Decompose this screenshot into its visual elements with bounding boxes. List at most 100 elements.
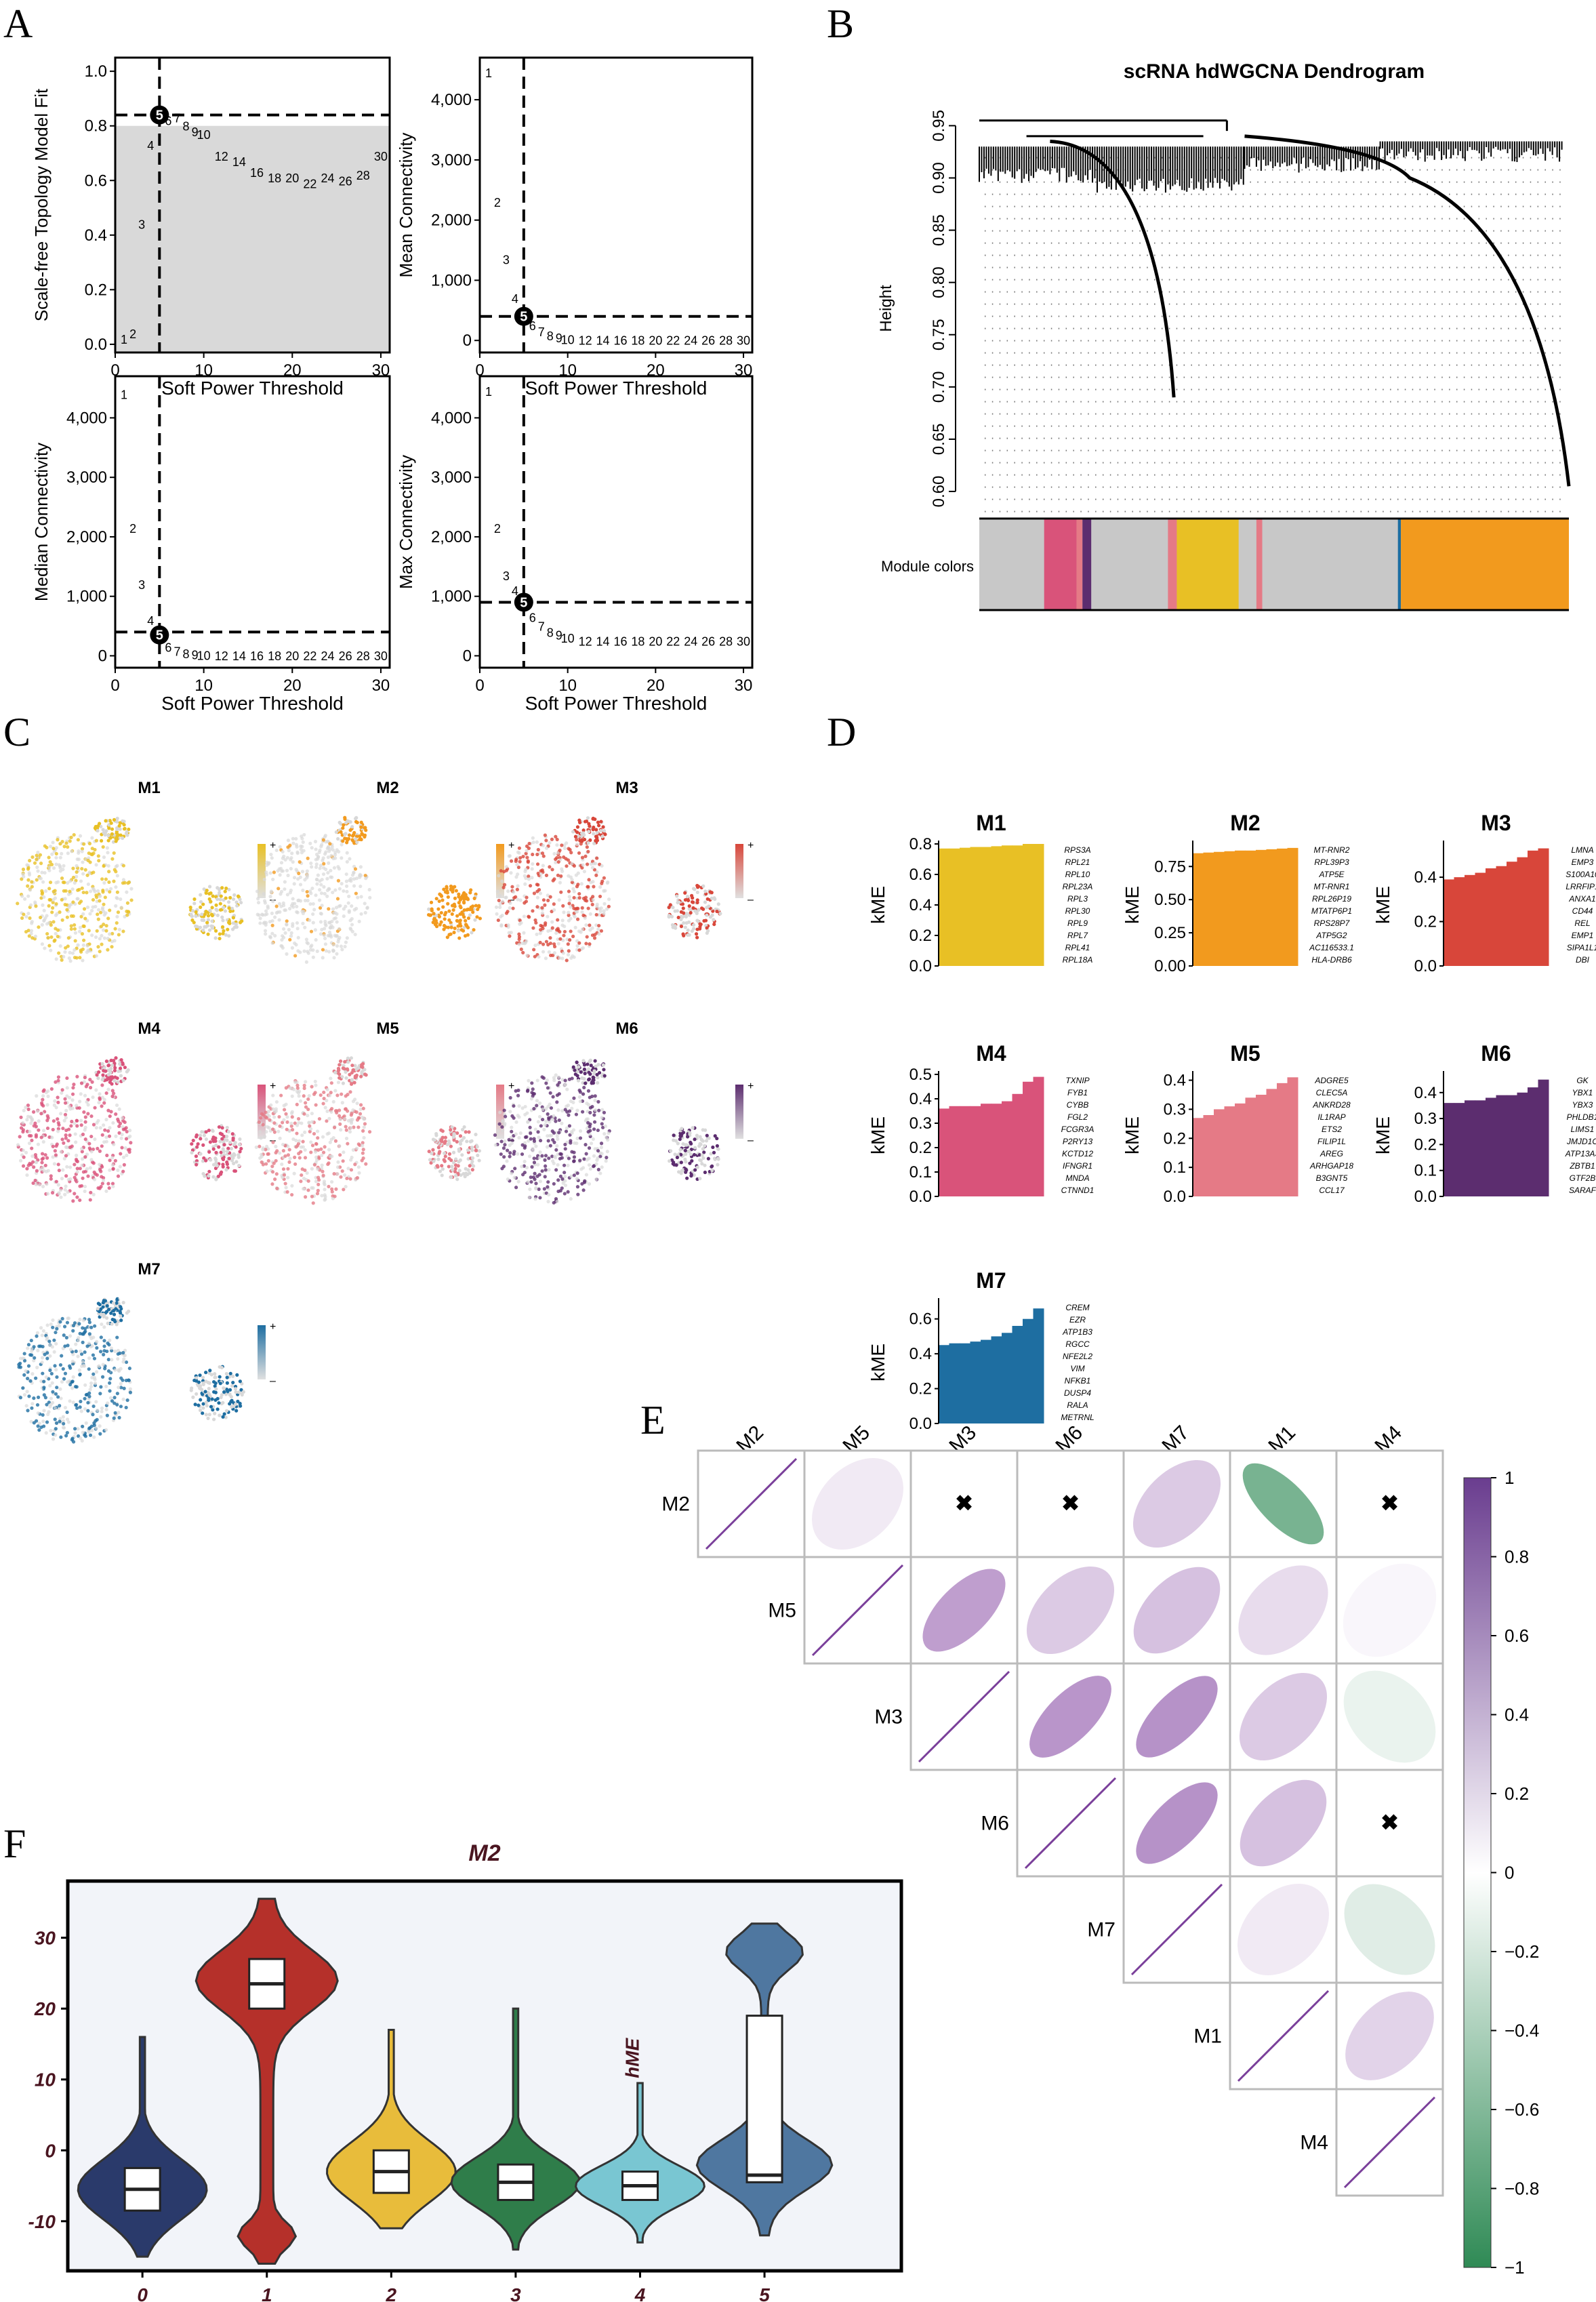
cell-dot [52, 866, 56, 870]
cell-dot [550, 921, 554, 924]
cell-dot [335, 952, 338, 956]
cell-dot [587, 906, 590, 910]
cell-dot [284, 1112, 287, 1116]
cell-dot [525, 855, 529, 859]
cell-dot [549, 895, 552, 899]
cell-dot [320, 843, 323, 847]
cell-dot [502, 886, 506, 889]
power-point-label: 26 [701, 635, 715, 649]
cell-dot [64, 1184, 68, 1188]
cell-dot [356, 895, 359, 899]
cell-dot [54, 1342, 58, 1346]
cell-dot [319, 932, 323, 935]
cell-dot [342, 1159, 345, 1163]
cell-dot [696, 891, 699, 894]
x-tick-label: 30 [372, 677, 390, 695]
cell-dot [342, 889, 345, 893]
cell-dot [350, 1056, 353, 1059]
cell-dot [357, 1142, 361, 1146]
cell-dot [350, 923, 354, 926]
cell-dot [42, 1379, 45, 1383]
cell-dot [30, 1402, 34, 1405]
cell-dot [584, 916, 587, 920]
cell-dot [348, 820, 351, 823]
cell-dot [35, 1160, 38, 1164]
cell-dot [350, 1112, 353, 1115]
cell-dot [228, 1141, 232, 1144]
cell-dot [96, 1307, 100, 1310]
cell-dot [359, 1075, 363, 1078]
cell-dot [255, 1146, 258, 1149]
cell-dot [227, 1130, 230, 1133]
cell-dot [289, 934, 293, 937]
cell-dot [89, 1166, 92, 1169]
cell-dot [271, 1141, 274, 1144]
cell-dot [701, 885, 705, 888]
cell-dot [581, 906, 584, 910]
module-color-segment [1401, 519, 1569, 610]
cell-dot [102, 1140, 106, 1144]
cell-dot [33, 1122, 37, 1125]
cell-dot [42, 1386, 45, 1389]
cell-dot [64, 1372, 67, 1375]
cell-dot [64, 889, 68, 893]
cell-dot [355, 876, 359, 880]
cell-dot [118, 824, 121, 828]
umap-M7: M7+– [17, 1260, 276, 1444]
cell-dot [594, 1094, 597, 1097]
cell-dot [92, 1436, 96, 1439]
cell-dot [98, 1365, 101, 1368]
cell-dot [338, 1153, 342, 1156]
cell-dot [333, 866, 336, 870]
cell-dot [122, 1301, 125, 1304]
cell-dot [460, 1153, 464, 1156]
cell-dot [54, 1427, 58, 1430]
cell-dot [699, 1158, 703, 1162]
cell-dot [587, 1068, 590, 1071]
cell-dot [575, 1112, 578, 1116]
cell-dot [239, 1405, 242, 1408]
cell-dot [441, 1173, 444, 1177]
x-axis-label: Soft Power Threshold [525, 693, 708, 714]
cell-dot [286, 874, 289, 877]
cell-dot [297, 936, 300, 940]
cell-dot [599, 910, 602, 913]
cell-dot [39, 1112, 43, 1115]
cell-dot [450, 1165, 453, 1168]
cell-dot [349, 1126, 352, 1129]
cell-dot [50, 1372, 54, 1375]
cell-dot [52, 1145, 55, 1148]
cell-dot [116, 1118, 119, 1121]
cell-dot [323, 933, 326, 937]
cell-dot [497, 918, 500, 922]
cell-dot [227, 906, 230, 910]
cell-dot [282, 1149, 285, 1152]
cell-dot [356, 1176, 359, 1179]
cell-dot [306, 950, 309, 953]
cell-dot [226, 1376, 229, 1379]
cell-dot [45, 1182, 48, 1186]
cell-dot [557, 1131, 560, 1134]
cell-dot [88, 1320, 91, 1324]
cell-dot [320, 928, 323, 931]
cell-dot [59, 1436, 62, 1439]
cell-dot [128, 1129, 131, 1132]
cell-dot [323, 1179, 326, 1183]
cell-dot [588, 1163, 591, 1167]
power-point-label: 6 [165, 641, 171, 654]
cell-dot [547, 1168, 550, 1171]
cell-dot [201, 1381, 205, 1385]
cell-dot [346, 1167, 350, 1170]
cell-dot [41, 1356, 44, 1359]
cell-dot [531, 909, 534, 912]
power-point-label: 24 [321, 649, 335, 663]
cell-dot [438, 915, 441, 918]
cell-dot [584, 899, 587, 902]
cell-dot [564, 1078, 567, 1082]
color-legend-bar [735, 844, 743, 898]
cell-dot [596, 927, 600, 931]
cell-dot [459, 924, 462, 927]
cell-dot [273, 1177, 277, 1181]
power-point-label: 30 [737, 635, 750, 649]
cell-dot [213, 1156, 217, 1160]
